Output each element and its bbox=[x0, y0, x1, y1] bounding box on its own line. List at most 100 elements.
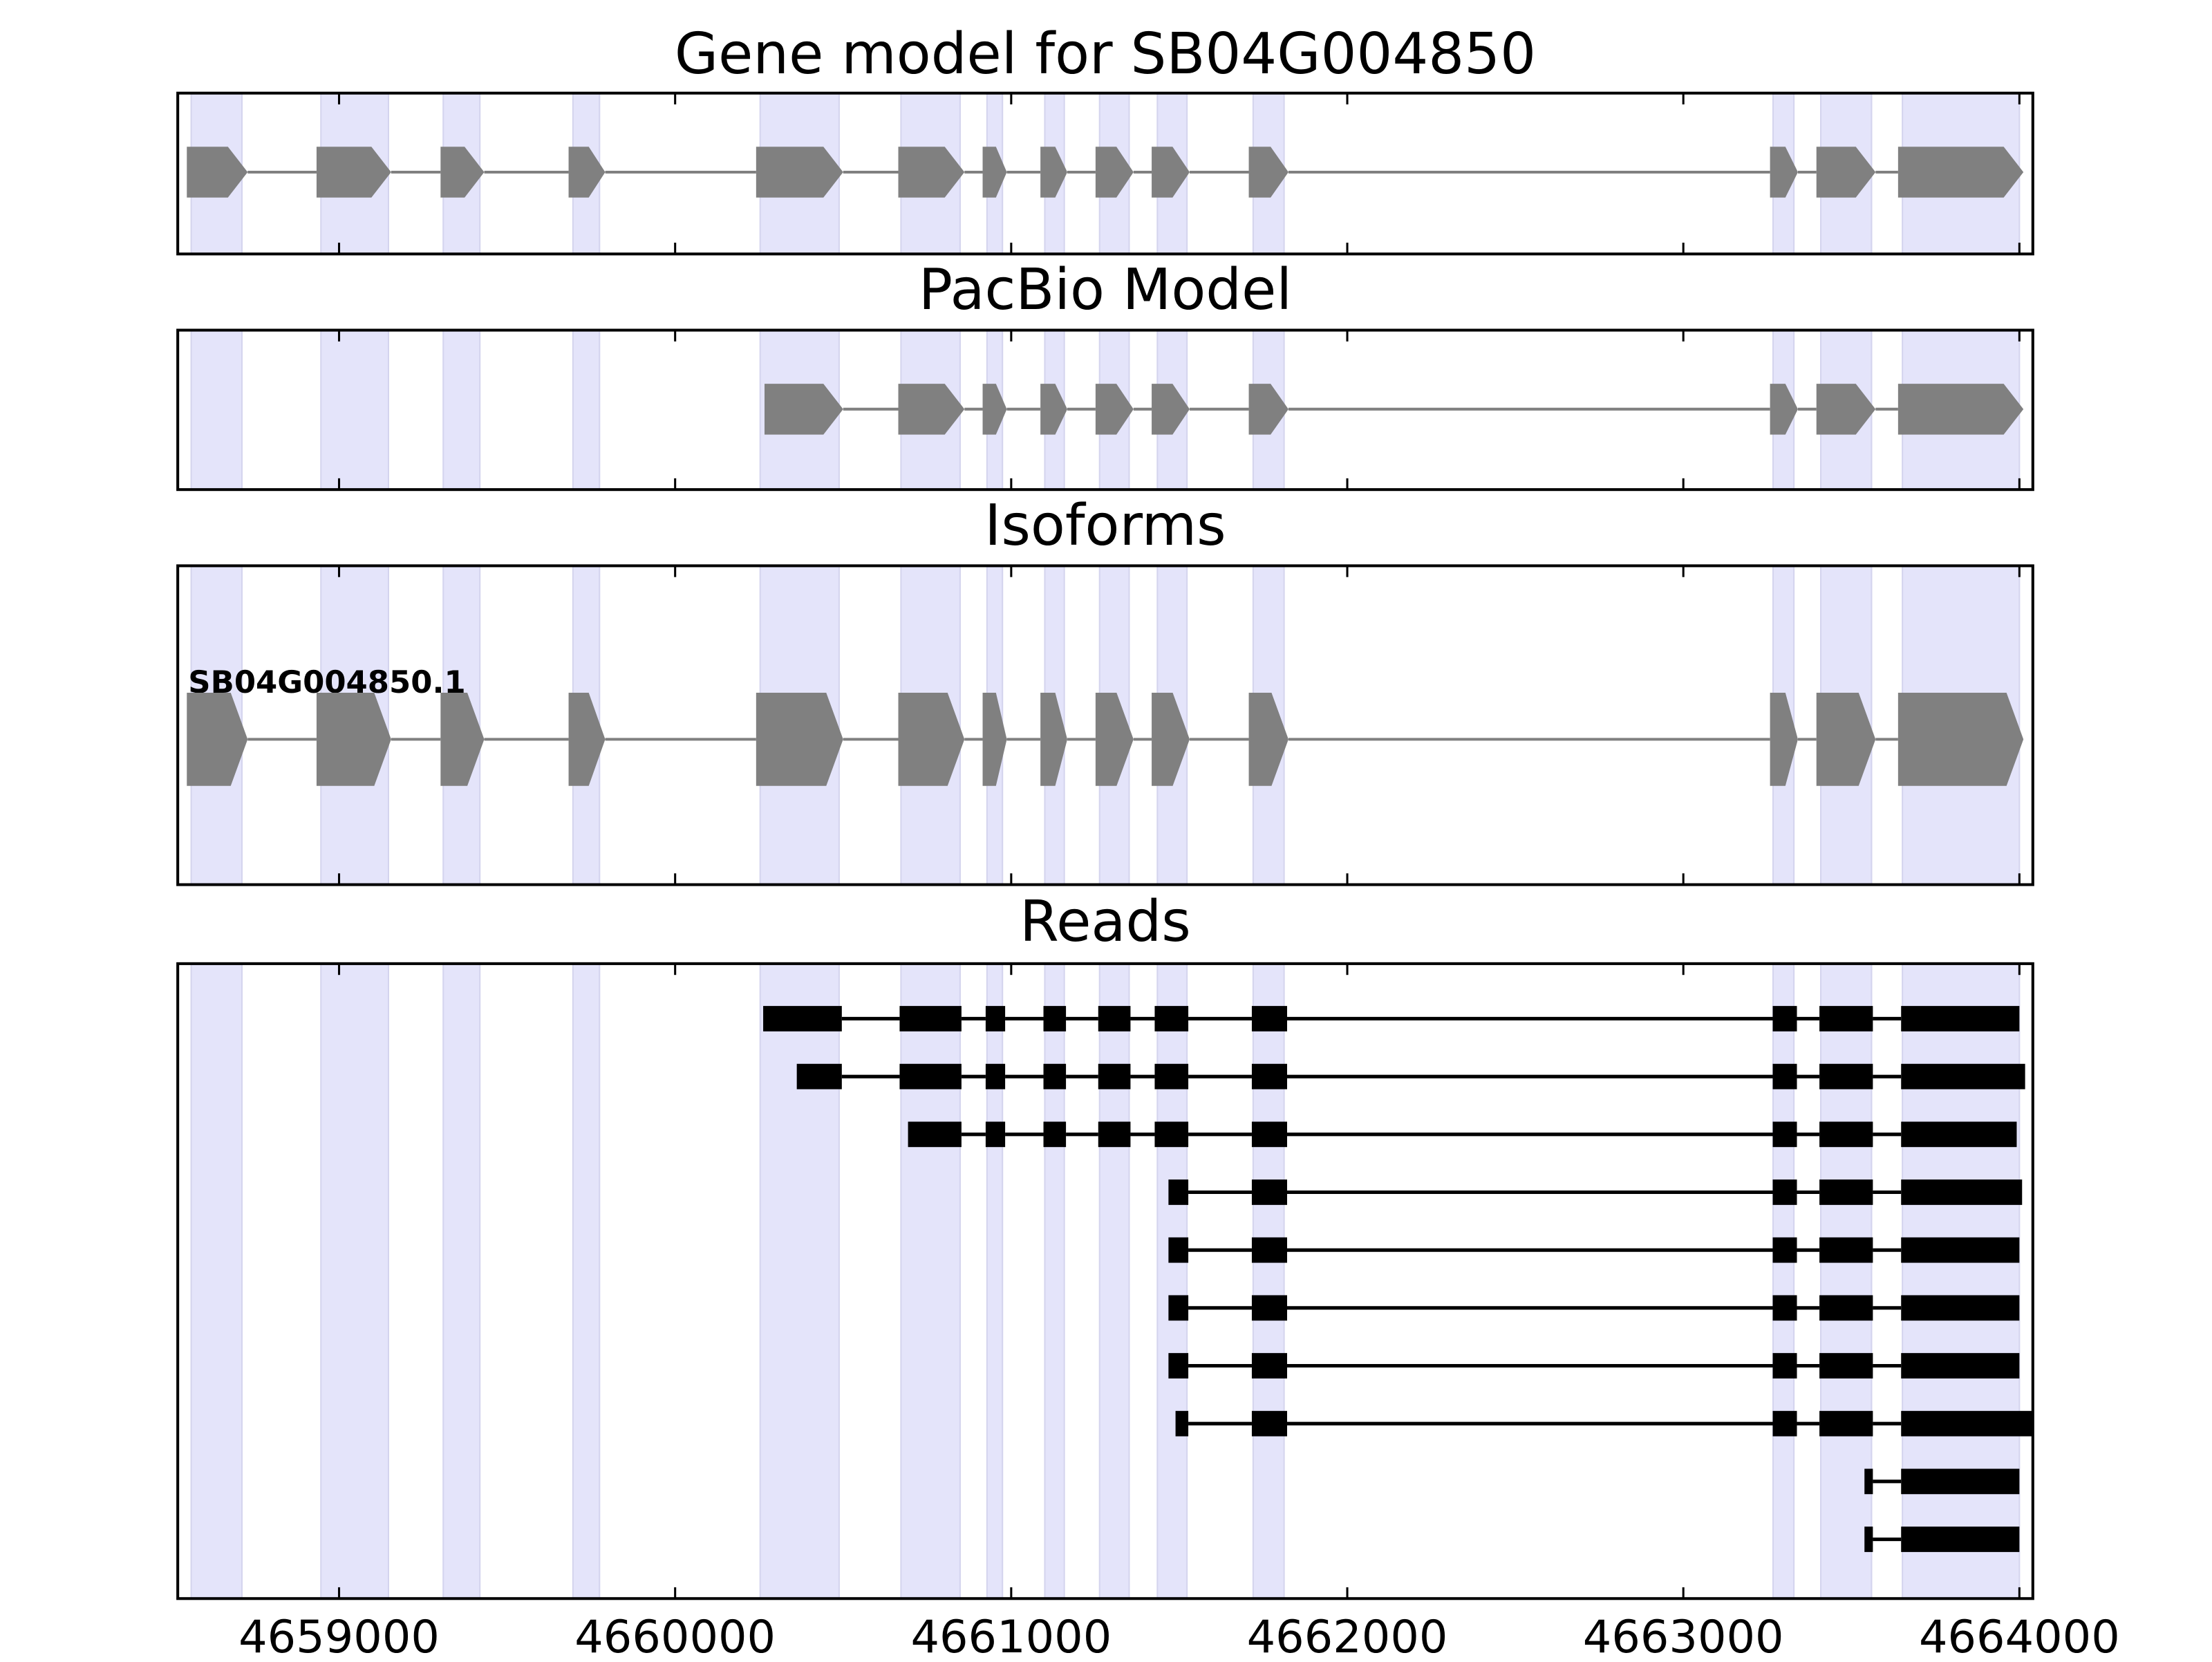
read-exon bbox=[1819, 1121, 1873, 1148]
x-tick-label: 4660000 bbox=[574, 1611, 776, 1659]
exon bbox=[1248, 693, 1288, 786]
read-exon bbox=[1098, 1063, 1131, 1090]
exon bbox=[1897, 147, 2024, 198]
exon bbox=[756, 693, 843, 786]
read-exon bbox=[1168, 1295, 1189, 1321]
read-exon bbox=[1251, 1063, 1287, 1090]
read-exon bbox=[1772, 1063, 1797, 1090]
read-exon bbox=[1154, 1121, 1189, 1148]
read-exon bbox=[1772, 1121, 1797, 1148]
read-exon bbox=[1251, 1410, 1287, 1437]
read-exon bbox=[1819, 1237, 1873, 1263]
read-exon bbox=[1772, 1006, 1797, 1031]
exon bbox=[898, 384, 965, 435]
read-exon bbox=[1901, 1063, 2025, 1090]
highlight-region bbox=[1902, 962, 2021, 1600]
x-tick-label: 4661000 bbox=[910, 1611, 1112, 1659]
exon bbox=[1095, 693, 1134, 786]
read-exon bbox=[1251, 1121, 1287, 1148]
read-exon bbox=[1168, 1353, 1189, 1379]
read-exon bbox=[1043, 1063, 1067, 1090]
exon bbox=[1770, 384, 1798, 435]
highlight-region bbox=[1772, 962, 1795, 1600]
exon bbox=[1040, 693, 1068, 786]
read-exon bbox=[1772, 1237, 1797, 1263]
exon bbox=[187, 693, 248, 786]
read-exon bbox=[1819, 1295, 1873, 1321]
read-exon bbox=[1819, 1410, 1873, 1437]
exon bbox=[1152, 693, 1190, 786]
read-exon bbox=[1251, 1353, 1287, 1379]
exon bbox=[1816, 693, 1876, 786]
read-exon bbox=[985, 1121, 1006, 1148]
highlight-region bbox=[1156, 962, 1188, 1600]
read-exon bbox=[1154, 1006, 1189, 1031]
read-exon bbox=[1819, 1063, 1873, 1090]
read-exon bbox=[1901, 1179, 2023, 1205]
read-exon bbox=[1819, 1179, 1873, 1205]
exon bbox=[1040, 384, 1068, 435]
highlight-region bbox=[1820, 962, 1873, 1600]
read-exon bbox=[1901, 1121, 2017, 1148]
read-exon bbox=[1772, 1179, 1797, 1205]
exon bbox=[1816, 384, 1876, 435]
read-exon bbox=[1819, 1006, 1873, 1031]
panel-title: Gene model for SB04G004850 bbox=[675, 21, 1536, 87]
exon bbox=[440, 147, 485, 198]
exon bbox=[1248, 147, 1288, 198]
exon bbox=[1040, 147, 1068, 198]
exon bbox=[898, 147, 965, 198]
exon bbox=[1770, 693, 1798, 786]
exon bbox=[1897, 384, 2024, 435]
read-exon bbox=[1901, 1237, 2020, 1263]
read-exon bbox=[1251, 1237, 1287, 1263]
read-exon bbox=[1098, 1006, 1131, 1031]
read-exon bbox=[1098, 1121, 1131, 1148]
read-exon bbox=[1901, 1295, 2020, 1321]
highlight-region bbox=[190, 329, 243, 491]
read-exon bbox=[1901, 1410, 2032, 1437]
exon bbox=[1897, 693, 2024, 786]
panel-title: PacBio Model bbox=[919, 257, 1292, 323]
read-exon bbox=[763, 1006, 842, 1031]
read-exon bbox=[1175, 1410, 1189, 1437]
exon bbox=[187, 147, 248, 198]
read-exon bbox=[1901, 1006, 2020, 1031]
exon bbox=[1095, 147, 1134, 198]
exon bbox=[756, 147, 843, 198]
exon bbox=[1152, 147, 1190, 198]
exon bbox=[316, 147, 391, 198]
panel-title: Reads bbox=[1020, 889, 1191, 955]
highlight-region bbox=[442, 329, 481, 491]
exon bbox=[1152, 384, 1190, 435]
highlight-region bbox=[1044, 962, 1065, 1600]
exon bbox=[568, 147, 606, 198]
read-exon bbox=[1251, 1295, 1287, 1321]
highlight-region bbox=[442, 962, 481, 1600]
read-exon bbox=[1168, 1237, 1189, 1263]
read-exon bbox=[985, 1063, 1006, 1090]
read-exon bbox=[908, 1121, 962, 1148]
read-exon bbox=[1901, 1353, 2020, 1379]
exon bbox=[982, 384, 1007, 435]
read-exon bbox=[1864, 1526, 1873, 1552]
read-exon bbox=[1901, 1526, 2020, 1552]
highlight-region bbox=[320, 329, 389, 491]
highlight-region bbox=[572, 962, 601, 1600]
exon bbox=[316, 693, 391, 786]
highlight-region bbox=[320, 962, 389, 1600]
read-exon bbox=[1772, 1353, 1797, 1379]
read-exon bbox=[1154, 1063, 1189, 1090]
x-tick-label: 4662000 bbox=[1247, 1611, 1448, 1659]
panel-frame bbox=[176, 962, 2034, 1600]
exon bbox=[765, 384, 843, 435]
read-exon bbox=[1772, 1410, 1797, 1437]
x-tick-label: 4664000 bbox=[1919, 1611, 2120, 1659]
highlight-region bbox=[986, 962, 1004, 1600]
panel-frame bbox=[176, 564, 2034, 886]
x-tick-label: 4663000 bbox=[1583, 1611, 1784, 1659]
read-exon bbox=[899, 1006, 962, 1031]
read-exon bbox=[985, 1006, 1006, 1031]
